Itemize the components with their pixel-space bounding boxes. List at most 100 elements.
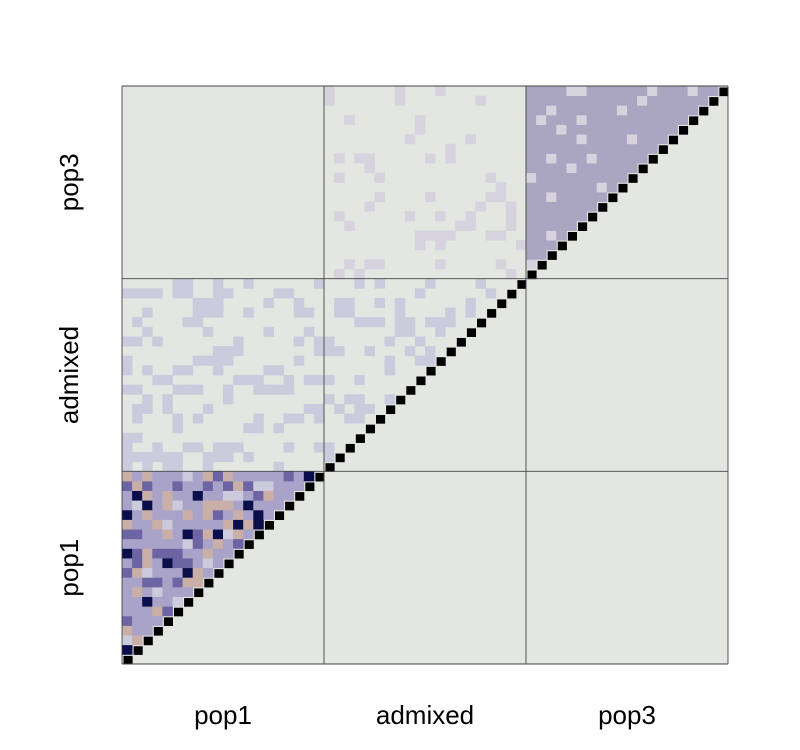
- heatmap-cell: [677, 105, 688, 116]
- heatmap-cell: [243, 519, 254, 530]
- heatmap-cell: [596, 163, 608, 174]
- heatmap-cell: [122, 548, 133, 559]
- heatmap-cell: [354, 403, 365, 414]
- heatmap-cell: [122, 567, 133, 578]
- heatmap-cell: [202, 307, 214, 318]
- heatmap-cell: [202, 355, 214, 366]
- heatmap-cell: [556, 220, 567, 231]
- heatmap-cell: [202, 403, 214, 414]
- heatmap-cell: [485, 230, 497, 241]
- x-tick-label: pop3: [598, 700, 656, 730]
- heatmap-cell: [596, 105, 608, 116]
- heatmap-cell: [627, 163, 638, 174]
- heatmap-cell: [576, 201, 587, 212]
- heatmap-cell: [253, 413, 264, 424]
- heatmap-cell: [122, 577, 133, 588]
- heatmap-cell: [576, 114, 587, 125]
- diagonal-cell: [305, 482, 315, 492]
- heatmap-cell: [162, 596, 173, 607]
- heatmap-cell: [182, 548, 194, 559]
- heatmap-cell: [192, 317, 204, 328]
- heatmap-cell: [162, 586, 173, 597]
- heatmap-cell: [172, 384, 183, 395]
- heatmap-cell: [556, 211, 567, 222]
- heatmap-cell: [667, 105, 678, 116]
- heatmap-cell: [586, 191, 598, 202]
- heatmap-cell: [647, 105, 658, 116]
- heatmap-cell: [566, 86, 577, 97]
- heatmap-cell: [122, 606, 133, 617]
- heatmap-cell: [162, 500, 173, 511]
- diagonal-cell: [608, 193, 618, 203]
- heatmap-cell: [172, 471, 183, 482]
- heatmap-cell: [566, 143, 577, 154]
- heatmap-cell: [263, 500, 274, 511]
- heatmap-cell: [566, 182, 577, 193]
- heatmap-cell: [122, 558, 133, 569]
- heatmap-cell: [435, 240, 446, 251]
- diagonal-cell: [153, 626, 163, 636]
- diagonal-cell: [365, 424, 375, 434]
- heatmap-cell: [354, 375, 365, 386]
- heatmap-cell: [212, 519, 224, 530]
- diagonal-cell: [416, 376, 426, 386]
- heatmap-cell: [152, 471, 163, 482]
- heatmap-cell: [142, 548, 153, 559]
- heatmap-cell: [192, 355, 204, 366]
- heatmap-cell: [566, 95, 577, 106]
- heatmap-cell: [697, 86, 709, 97]
- heatmap-cell: [334, 269, 345, 280]
- heatmap-cell: [142, 490, 153, 501]
- heatmap-cell: [576, 134, 587, 145]
- diagonal-cell: [406, 386, 416, 395]
- heatmap-cell: [192, 577, 204, 588]
- heatmap-cell: [192, 413, 204, 424]
- heatmap-cell: [303, 403, 315, 414]
- heatmap-cell: [192, 490, 204, 501]
- heatmap-cell: [546, 153, 557, 164]
- heatmap-cell: [142, 529, 153, 540]
- heatmap-cell: [627, 105, 638, 116]
- heatmap-cell: [414, 124, 426, 135]
- heatmap-cell: [707, 86, 719, 97]
- heatmap-cell: [667, 114, 678, 125]
- heatmap-cell: [354, 394, 365, 405]
- heatmap-cell: [586, 172, 598, 183]
- heatmap-cell: [606, 143, 618, 154]
- heatmap-cell: [132, 567, 143, 578]
- y-tick-label: pop3: [54, 153, 84, 211]
- heatmap-cell: [576, 86, 587, 97]
- heatmap-cell: [243, 278, 254, 289]
- heatmap-cell: [202, 326, 214, 337]
- heatmap-cell: [324, 346, 335, 357]
- heatmap-cell: [465, 297, 476, 308]
- diagonal-cell: [699, 106, 709, 116]
- heatmap-cell: [132, 317, 143, 328]
- heatmap-cell: [677, 95, 688, 106]
- heatmap-cell: [616, 153, 628, 164]
- heatmap-cell: [192, 548, 204, 559]
- heatmap-cell: [566, 220, 577, 231]
- heatmap-cell: [122, 586, 133, 597]
- diagonal-cell: [325, 463, 335, 472]
- x-axis-labels: pop1 admixed pop3: [194, 700, 656, 730]
- heatmap-cell: [546, 201, 557, 212]
- heatmap-cell: [576, 191, 587, 202]
- heatmap-cell: [374, 317, 385, 328]
- heatmap-cell: [425, 346, 436, 357]
- heatmap-cell: [596, 143, 608, 154]
- heatmap-cell: [132, 490, 143, 501]
- heatmap-cell: [192, 471, 204, 482]
- heatmap-cell: [344, 114, 355, 125]
- heatmap-cell: [334, 211, 345, 222]
- heatmap-cell: [616, 163, 628, 174]
- heatmap-cell: [657, 124, 668, 135]
- heatmap-cell: [202, 567, 214, 578]
- heatmap-cell: [586, 143, 598, 154]
- heatmap-cell: [586, 153, 598, 164]
- heatmap-cell: [536, 134, 547, 145]
- diagonal-cell: [557, 241, 567, 251]
- heatmap-cell: [536, 163, 547, 174]
- heatmap-cell: [223, 288, 234, 299]
